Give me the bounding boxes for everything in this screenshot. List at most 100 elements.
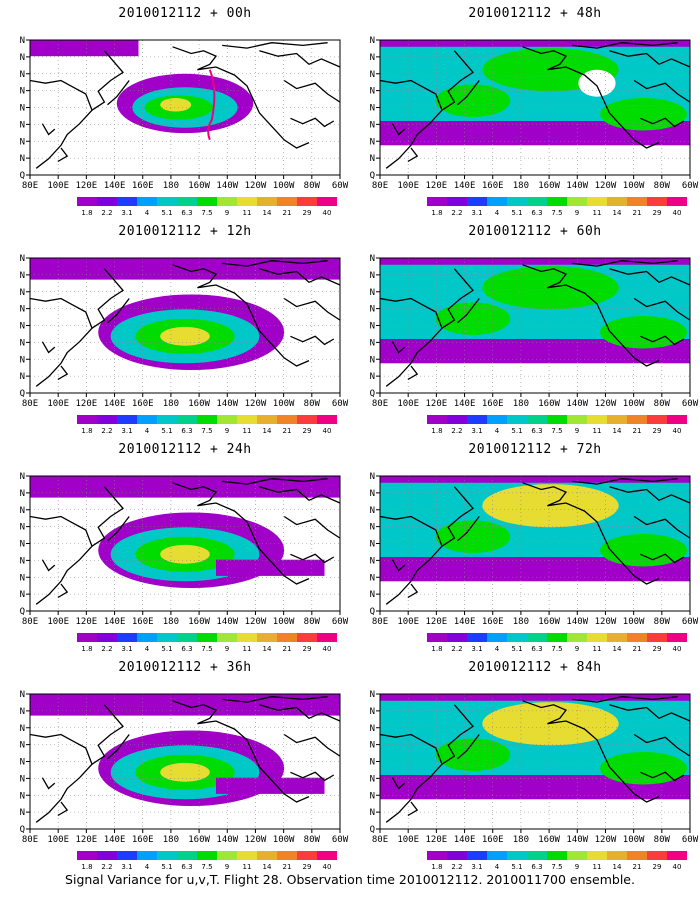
longitude-label: 100E <box>397 617 419 627</box>
colorbar-label: 1.8 <box>431 645 442 653</box>
latitude-label: EQ <box>20 825 25 835</box>
colorbar-swatch <box>667 851 687 860</box>
panel-title: 2010012112 + 12h <box>118 224 252 239</box>
longitude-label: 100W <box>273 835 295 845</box>
longitude-label: 100E <box>47 835 69 845</box>
latitude-label: 20N <box>20 355 25 365</box>
longitude-label: 120W <box>245 181 267 191</box>
coastline <box>259 704 340 722</box>
coastline <box>172 482 310 585</box>
longitude-label: 180 <box>163 181 179 191</box>
latitude-label: 30N <box>370 556 375 566</box>
latitude-label: 10N <box>370 154 375 164</box>
colorbar-swatch <box>467 633 487 642</box>
longitude-label: 80E <box>22 399 38 409</box>
colorbar-label: 29 <box>653 863 662 871</box>
latitude-label: EQ <box>370 389 375 399</box>
contour-map: 80N 70N 60N 50N 40N 30N 20N 10N EQ80E 100E 120E 140… <box>20 472 349 627</box>
latitude-label: 40N <box>20 540 25 550</box>
longitude-label: 100W <box>273 617 295 627</box>
longitude-label: 60W <box>682 835 699 845</box>
colorbar-label: 14 <box>613 645 622 653</box>
coastline <box>283 733 340 757</box>
panel-title: 2010012112 + 60h <box>468 224 602 239</box>
colorbar-swatch <box>197 633 217 642</box>
colorbar-swatch <box>527 197 547 206</box>
colorbar-swatch <box>217 197 237 206</box>
colorbar-swatch <box>177 197 197 206</box>
map-panel: 2010012112 + 00h 80N 70N 60N 50N 40N 30N 20N 10N… <box>20 0 350 217</box>
colorbar-label: 40 <box>673 209 682 217</box>
colorbar-label: 2.2 <box>101 427 112 435</box>
colorbar-label: 4 <box>145 209 150 217</box>
colorbar-label: 7.5 <box>201 209 212 217</box>
coastline <box>391 123 406 136</box>
coastline <box>609 268 690 286</box>
latitude-label: 50N <box>370 741 375 751</box>
map-panel: 2010012112 + 60h 80N 70N 60N 50N 40N 30N 20N 10N… <box>370 218 700 435</box>
colorbar-swatch <box>607 633 627 642</box>
colorbar-swatch <box>97 851 117 860</box>
colorbar-label: 6.3 <box>181 427 192 435</box>
colorbar-swatch <box>177 415 197 424</box>
colorbar-label: 6.3 <box>531 863 542 871</box>
longitude-label: 80W <box>304 617 321 627</box>
colorbar-label: 1.8 <box>81 209 92 217</box>
colorbar-label: 2.2 <box>451 209 462 217</box>
colorbar-swatch <box>547 415 567 424</box>
coastline <box>380 297 443 387</box>
coastline <box>107 298 130 324</box>
latitude-label: 30N <box>370 120 375 130</box>
coastline <box>391 341 406 354</box>
longitude-label: 120W <box>595 835 617 845</box>
colorbar-label: 3.1 <box>121 645 132 653</box>
latitude-label: 30N <box>20 774 25 784</box>
map-panel: 2010012112 + 84h 80N 70N 60N 50N 40N 30N 20N 10N… <box>370 654 700 871</box>
colorbar-label: 6.3 <box>181 863 192 871</box>
coastline <box>30 733 93 823</box>
longitude-label: 60W <box>332 835 349 845</box>
colorbar-swatch <box>277 415 297 424</box>
colorbar-swatch <box>277 197 297 206</box>
longitude-label: 160W <box>188 399 210 409</box>
longitude-label: 100W <box>623 181 645 191</box>
coastline <box>222 260 328 267</box>
latitude-label: 70N <box>370 271 375 281</box>
longitude-label: 160E <box>132 399 154 409</box>
colorbar-label: 4 <box>495 209 500 217</box>
coastline <box>290 771 335 782</box>
colorbar-swatch <box>117 633 137 642</box>
colorbar-label: 21 <box>633 209 642 217</box>
coastline <box>107 734 130 760</box>
coastline <box>259 486 340 504</box>
longitude-label: 160E <box>482 617 504 627</box>
panel-title: 2010012112 + 84h <box>468 660 602 675</box>
colorbar-swatch <box>157 633 177 642</box>
panel-title: 2010012112 + 72h <box>468 442 602 457</box>
colorbar-label: 40 <box>323 645 332 653</box>
longitude-label: 100W <box>623 835 645 845</box>
colorbar-label: 21 <box>633 645 642 653</box>
longitude-label: 140W <box>566 617 588 627</box>
coastline <box>640 553 685 564</box>
panel-title: 2010012112 + 24h <box>118 442 252 457</box>
coastline <box>572 696 678 703</box>
colorbar-swatch <box>647 633 667 642</box>
longitude-label: 80W <box>654 181 671 191</box>
coastline <box>633 297 690 321</box>
figure-caption: Signal Variance for u,v,T. Flight 28. Ob… <box>65 872 635 887</box>
colorbar-label: 3.1 <box>471 863 482 871</box>
latitude-label: 10N <box>20 808 25 818</box>
colorbar-label: 29 <box>653 427 662 435</box>
colorbar-swatch <box>97 633 117 642</box>
colorbar-swatch <box>567 415 587 424</box>
coastline <box>259 268 340 286</box>
colorbar-label: 11 <box>243 863 252 871</box>
colorbar-label: 6.3 <box>531 645 542 653</box>
latitude-label: 60N <box>20 724 25 734</box>
coastline <box>457 80 480 106</box>
colorbar-label: 29 <box>303 209 312 217</box>
longitude-label: 100E <box>397 835 419 845</box>
colorbar-label: 11 <box>243 427 252 435</box>
colorbar-swatch <box>217 415 237 424</box>
